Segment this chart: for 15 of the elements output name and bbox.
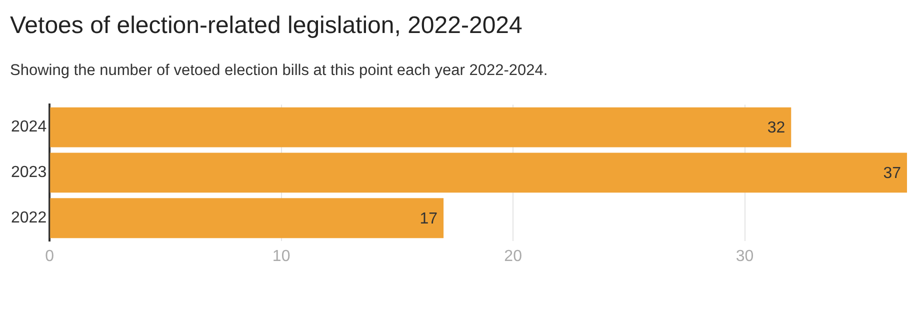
chart-title: Vetoes of election-related legislation, 2022-2024 — [10, 12, 522, 40]
y-tick-label: 2022 — [11, 210, 47, 227]
chart-subtitle: Showing the number of vetoed election bills at this point each year 2022-2024. — [10, 62, 548, 80]
x-tick-label: 30 — [736, 248, 754, 265]
x-tick-label: 20 — [504, 248, 522, 265]
bar — [50, 152, 907, 193]
y-tick-label: 2024 — [11, 118, 47, 136]
data-label: 37 — [883, 165, 902, 182]
bar — [50, 198, 444, 238]
bar — [50, 107, 792, 148]
x-tick-label: 0 — [45, 248, 54, 265]
x-tick-label: 10 — [272, 248, 290, 265]
data-label: 17 — [420, 210, 438, 228]
data-label: 32 — [767, 120, 786, 137]
y-tick-label: 2023 — [11, 164, 47, 182]
